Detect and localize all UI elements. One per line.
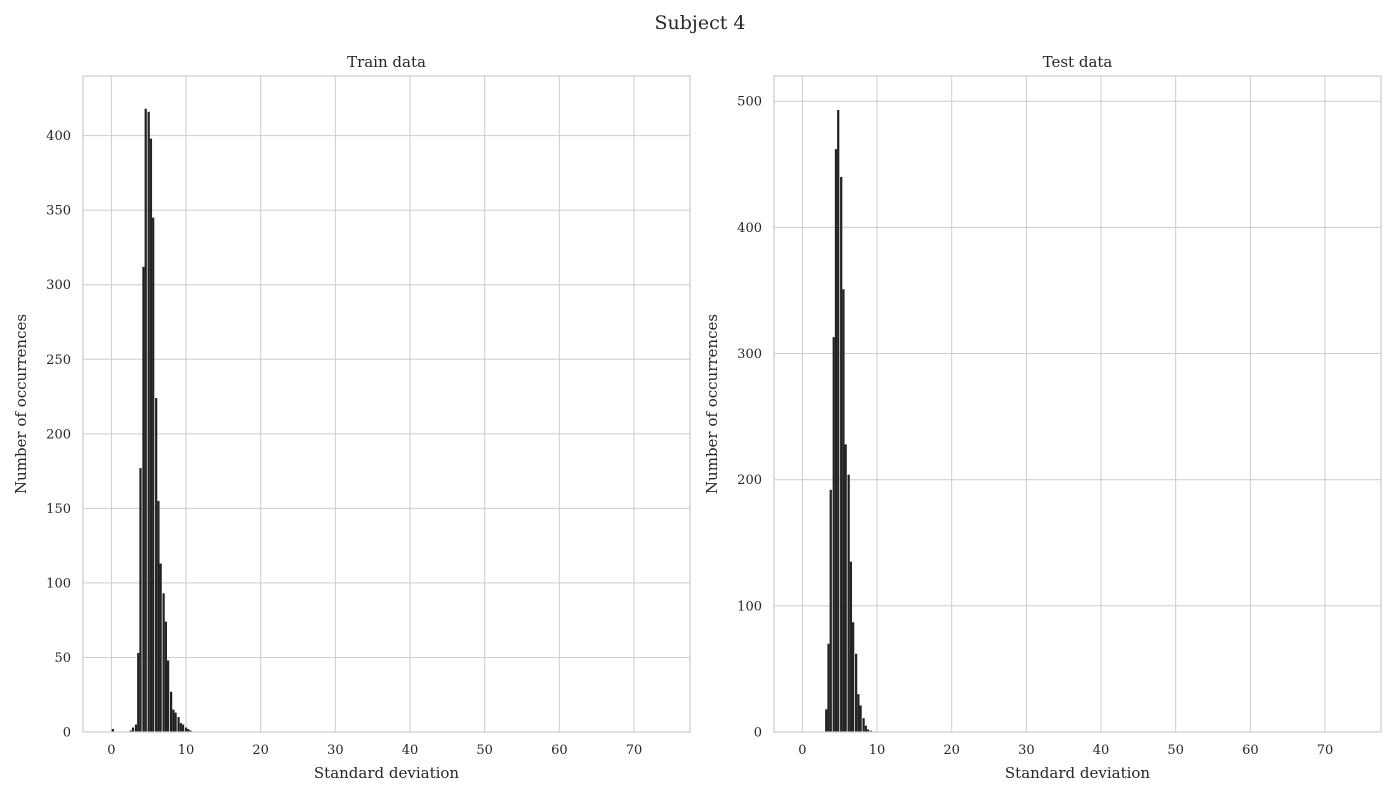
histogram-bar [169,691,173,732]
x-tick-label: 0 [798,743,806,758]
x-tick-label: 60 [1242,743,1259,758]
histogram-bar [164,621,167,732]
histogram-bar [147,111,150,733]
histogram-bar [142,266,145,732]
y-tick-label: 300 [737,347,762,362]
x-tick-label: 0 [107,743,115,758]
histogram-bar [155,398,158,732]
y-tick-label: 500 [737,95,762,110]
histogram-bar [184,727,188,732]
histogram-bar [166,660,170,732]
histogram-bar [189,730,192,732]
y-axis-label: Number of occurrences [12,314,30,494]
histogram-bar [139,468,142,732]
y-tick-label: 150 [46,502,71,517]
axes-frame [773,75,1382,733]
histogram-bar [847,474,850,732]
histogram-bar [834,149,838,732]
y-tick-label: 50 [54,651,71,666]
x-tick-label: 20 [943,743,960,758]
x-tick-label: 40 [402,743,419,758]
histogram-bar [159,563,162,732]
histogram-bar [157,500,160,732]
histogram-bar [832,337,835,732]
y-tick-label: 100 [46,576,71,591]
axes-frame [82,75,691,733]
y-tick-label: 350 [46,204,71,219]
figure-title: Subject 4 [654,12,746,34]
x-tick-label: 60 [551,743,568,758]
histogram-bar [111,729,114,732]
x-tick-label: 50 [476,743,493,758]
histogram-bar [149,138,153,733]
x-axis-label: Standard deviation [1005,764,1151,782]
histogram-bar [842,289,845,732]
histogram-bar [859,705,862,732]
histogram-bar [849,561,853,732]
x-axis-label: Standard deviation [314,764,460,782]
histogram-bar [137,652,140,732]
histogram-bar [837,110,840,733]
histogram-bar [144,108,147,733]
y-tick-label: 100 [737,599,762,614]
y-tick-label: 400 [46,129,71,144]
subplot-title: Train data [347,53,426,71]
histogram-bar [825,709,828,732]
x-tick-label: 50 [1167,743,1184,758]
x-tick-label: 40 [1093,743,1110,758]
y-tick-label: 0 [63,726,71,741]
histogram-bar [869,730,873,732]
histogram-bar [857,694,860,732]
x-tick-label: 70 [626,743,643,758]
histogram-bar [827,643,830,732]
y-tick-label: 200 [46,427,71,442]
histogram-bar [862,718,865,732]
x-tick-label: 10 [178,743,195,758]
y-tick-label: 250 [46,353,71,368]
x-tick-label: 30 [1018,743,1035,758]
histogram-bar [855,653,858,732]
y-tick-label: 300 [46,278,71,293]
histogram-bar [187,729,190,732]
histogram-bar [152,217,155,733]
histogram-bar [840,176,843,732]
histogram-bar [134,724,138,732]
histogram-bar [852,622,855,732]
x-tick-label: 10 [869,743,886,758]
histogram-bar [131,727,135,732]
histogram-bar [181,724,185,732]
histogram-bar [177,717,180,732]
histogram-bar [179,723,182,732]
y-tick-label: 400 [737,221,762,236]
histogram-bar [844,444,847,732]
x-tick-label: 30 [327,743,344,758]
x-tick-label: 70 [1317,743,1334,758]
y-tick-label: 200 [737,473,762,488]
chart-panel-2: 0 10 20 30 40 50 60 70 0 100 200 300 400 500 Test data… [703,53,1382,782]
histogram-bar [162,593,165,732]
subplot-title: Test data [1043,53,1113,71]
y-tick-label: 0 [754,726,762,741]
histogram-bar [829,489,832,732]
histogram-bar [172,709,175,732]
histogram-bar [129,730,132,732]
y-axis-label: Number of occurrences [703,314,721,494]
chart-panel-1: 0 10 20 30 40 50 60 70 0 50 100 150 200 250 300 350 400 T… [12,53,691,782]
x-tick-label: 20 [252,743,269,758]
histogram-bar [174,712,177,732]
histogram-bar [866,729,870,732]
histogram-bar [864,725,867,732]
